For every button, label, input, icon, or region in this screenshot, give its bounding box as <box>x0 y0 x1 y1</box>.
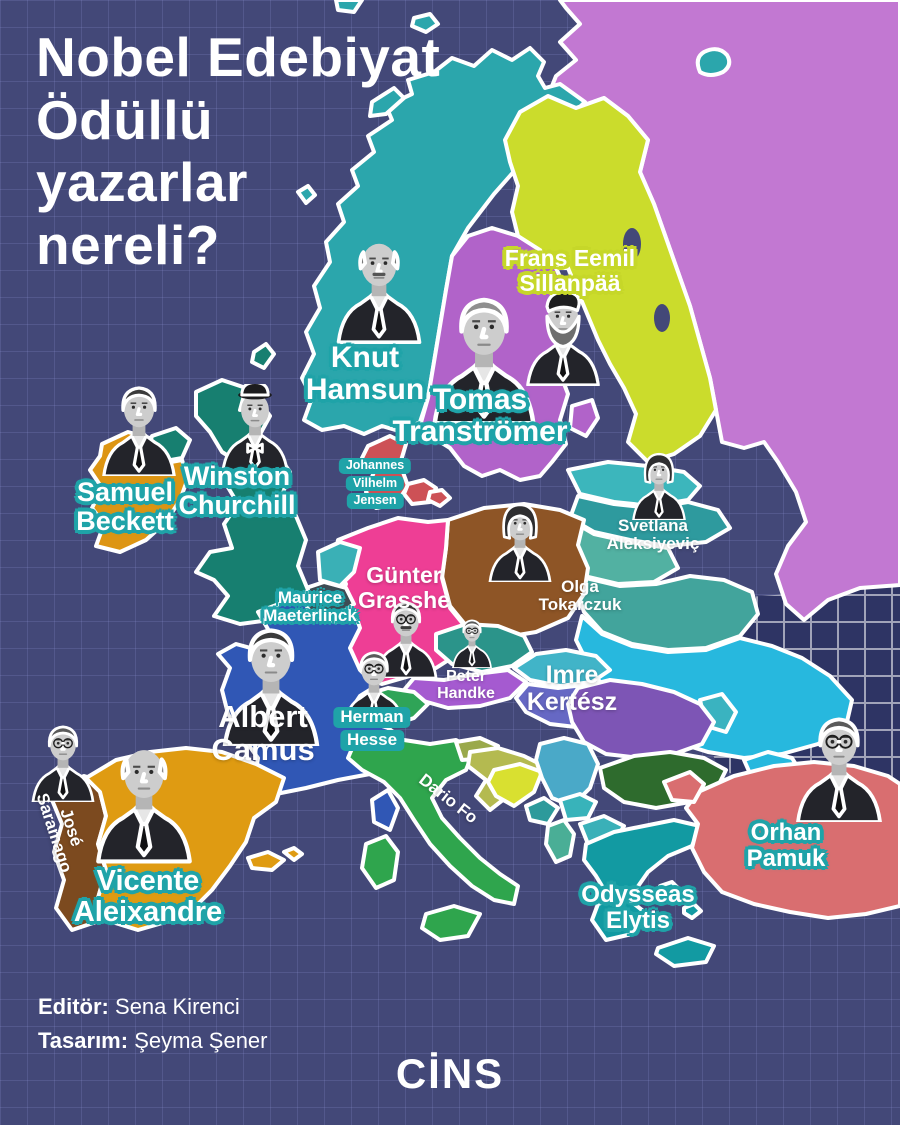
island-mallorca <box>246 850 286 872</box>
country-kosovo <box>558 792 598 822</box>
author-label-johannes-vilhelm-jensen: Johannes Vilhelm Jensen <box>338 457 412 510</box>
country-bosnia <box>486 762 544 808</box>
island-shetland <box>250 342 276 370</box>
island-north <box>410 12 440 34</box>
author-label-herman-hesse: Herman Hesse <box>333 706 411 752</box>
country-belarus <box>576 574 760 652</box>
island-funen <box>426 488 452 508</box>
island-novaya <box>695 47 732 77</box>
credit-editor: Editör: Sena Kirenci <box>38 994 240 1019</box>
island-gotland <box>568 398 600 438</box>
island-sardinia <box>360 834 400 890</box>
country-finland <box>503 94 718 464</box>
lake <box>654 304 670 332</box>
island-lofoten <box>368 86 406 118</box>
title-line: yazarlar <box>36 151 248 214</box>
island-svalbard <box>334 0 364 14</box>
author-label-svetlana-aleksiyevic: Svetlana Aleksiyeviç <box>606 516 700 554</box>
country-albania <box>544 818 576 864</box>
island-sicily <box>420 904 482 942</box>
title-line: nereli? <box>36 214 220 277</box>
island-menorca <box>282 846 304 862</box>
author-label-gunter-grass: Günter Grasshe <box>357 562 451 613</box>
author-label-vicente-aleixandre: Vicente Aleixandre <box>73 865 223 929</box>
country-montenegro <box>524 796 560 826</box>
region-peloponnese <box>590 894 644 942</box>
author-label-knut-hamsun: Knut Hamsun <box>305 341 425 407</box>
author-label-olga-tokarczuk: Olga Tokarczuk <box>538 577 622 615</box>
author-label-peter-handke: Peter Handke <box>437 668 495 703</box>
country-netherlands <box>316 540 362 588</box>
title-line: Nobel Edebiyat <box>36 26 441 88</box>
island-crete <box>654 936 716 968</box>
author-label-winston-churchill: Winston Churchill <box>178 461 296 521</box>
cins-logo: CİNS <box>395 1050 505 1097</box>
author-label-odysseas-elytis: Odysseas Elytis <box>581 881 695 934</box>
title-line: Ödüllü <box>36 88 214 151</box>
country-romania <box>566 678 716 760</box>
country-serbia <box>534 736 600 808</box>
country-slovakia <box>512 648 612 688</box>
author-label-frans-eemil-sillanpaa: Frans Eemil Sillanpää <box>504 245 636 296</box>
author-label-maurice-maeterlinck: Maurice Maeterlinck <box>263 588 357 626</box>
credit-designer: Tasarım: Şeyma Şener <box>38 1028 268 1054</box>
lake <box>623 228 641 260</box>
author-label-albert-camus: Albert Camus <box>211 699 315 768</box>
island-faroe <box>296 184 317 205</box>
island-corsica <box>370 788 400 832</box>
poster-title: Nobel Edebiyat Ödüllü yazarlar nereli? <box>36 26 440 277</box>
island-aegean-2 <box>682 902 703 920</box>
author-label-samuel-beckett: Samuel Beckett <box>76 477 174 537</box>
author-label-tomas-transtromer: Tomas Tranströmer <box>392 383 568 449</box>
author-label-orhan-pamuk: Orhan Pamuk <box>746 819 826 872</box>
author-label-imre-kertesz: Imre Kertész <box>526 661 618 716</box>
country-greece <box>582 818 702 914</box>
region-east-thrace <box>662 770 706 804</box>
credits: Editör: Sena Kirenci Tasarım: Şeyma Şene… <box>38 990 268 1058</box>
island-aegean-1 <box>658 880 682 900</box>
